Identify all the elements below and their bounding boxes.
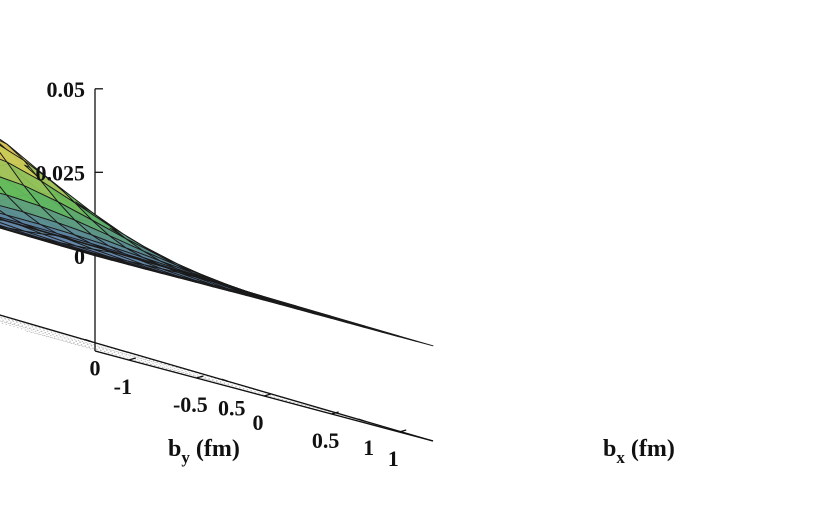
by-tick-mark — [399, 429, 407, 433]
surface-cell — [381, 330, 434, 347]
bx-axis-line — [0, 314, 434, 442]
z-tick-label: 0.025 — [36, 160, 86, 185]
bx-axis-title: bx (fm) — [603, 436, 675, 467]
by-tick-label: 0.5 — [312, 428, 340, 453]
by-tick-mark — [331, 411, 339, 415]
bx-tick-mark — [358, 418, 365, 422]
bx-tick-mark — [84, 338, 92, 343]
bx-tick-label: 0.5 — [218, 395, 246, 420]
axes — [0, 88, 434, 442]
by-tick-mark — [263, 393, 272, 397]
by-tick-mark — [196, 375, 204, 379]
surface-cell — [0, 138, 8, 145]
by-tick-mark — [128, 357, 136, 361]
bx-tick-label: 0 — [90, 356, 101, 381]
z-tick-label: 0.05 — [47, 77, 86, 102]
bx-tick-mark — [221, 378, 229, 382]
floor-grid — [0, 315, 400, 433]
by-tick-label: -1 — [114, 374, 132, 399]
by-tick-label: 0 — [253, 410, 264, 435]
by-tick-label: 1 — [388, 446, 399, 471]
surface-mesh — [0, 138, 434, 347]
grid-line-bx — [0, 320, 228, 382]
z-tick-label: 0 — [74, 244, 85, 269]
by-axis-title: by (fm) — [168, 436, 240, 467]
by-tick-label: -0.5 — [173, 392, 208, 417]
grid-line-by — [0, 317, 332, 415]
bx-tick-label: 1 — [363, 435, 374, 460]
grid-line-by — [0, 315, 400, 433]
